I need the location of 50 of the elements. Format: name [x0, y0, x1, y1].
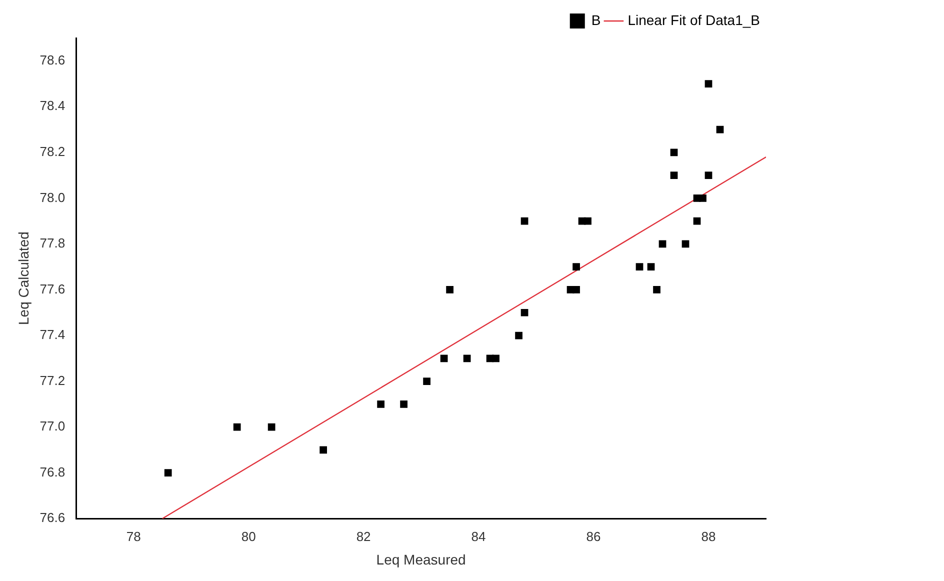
- point: [704, 172, 712, 179]
- point: [716, 126, 724, 134]
- y-tick-label: 77.6: [40, 281, 66, 296]
- point: [682, 240, 690, 248]
- point: [440, 354, 448, 362]
- x-tick-label: 84: [471, 528, 486, 544]
- legend-label: B: [591, 12, 601, 28]
- point: [423, 378, 430, 385]
- x-tick-label: 86: [586, 528, 601, 544]
- x-tick-label: 78: [126, 528, 141, 544]
- x-tick-label: 80: [241, 528, 256, 544]
- point: [400, 400, 408, 408]
- y-tick-label: 76.6: [40, 510, 66, 526]
- y-tick-label: 78.4: [40, 98, 66, 114]
- y-tick-label: 78.2: [40, 144, 66, 160]
- y-tick-label: 77.2: [40, 372, 66, 388]
- point: [463, 354, 471, 362]
- point: [446, 286, 454, 294]
- y-tick-label: 77.0: [40, 418, 66, 434]
- x-tick-label: 88: [701, 528, 716, 544]
- point: [653, 286, 660, 294]
- legend-label: Linear Fit of Data1_B: [628, 12, 760, 28]
- point: [647, 263, 655, 271]
- point: [515, 332, 522, 340]
- point: [658, 240, 666, 248]
- y-tick-label: 78.6: [40, 52, 66, 68]
- point: [268, 423, 276, 431]
- point: [693, 217, 701, 225]
- point: [492, 354, 500, 362]
- point: [699, 194, 706, 202]
- point: [572, 286, 580, 294]
- point: [584, 217, 592, 225]
- y-tick-label: 76.8: [40, 464, 66, 480]
- point: [320, 446, 327, 454]
- point: [520, 217, 528, 225]
- y-tick-label: 78.0: [40, 190, 66, 205]
- y-tick-label: 77.4: [40, 327, 66, 342]
- point: [670, 148, 678, 156]
- point: [520, 308, 528, 316]
- y-tick-label: 77.8: [40, 236, 66, 251]
- point: [233, 423, 241, 431]
- point: [164, 469, 172, 477]
- point: [670, 172, 678, 179]
- x-tick-label: 82: [356, 528, 371, 544]
- point: [377, 400, 384, 408]
- point: [572, 263, 580, 271]
- point: [636, 263, 644, 271]
- x-axis-title: Leq Measured: [376, 551, 466, 568]
- point: [704, 80, 712, 88]
- y-axis-title: Leq Calculated: [15, 232, 32, 326]
